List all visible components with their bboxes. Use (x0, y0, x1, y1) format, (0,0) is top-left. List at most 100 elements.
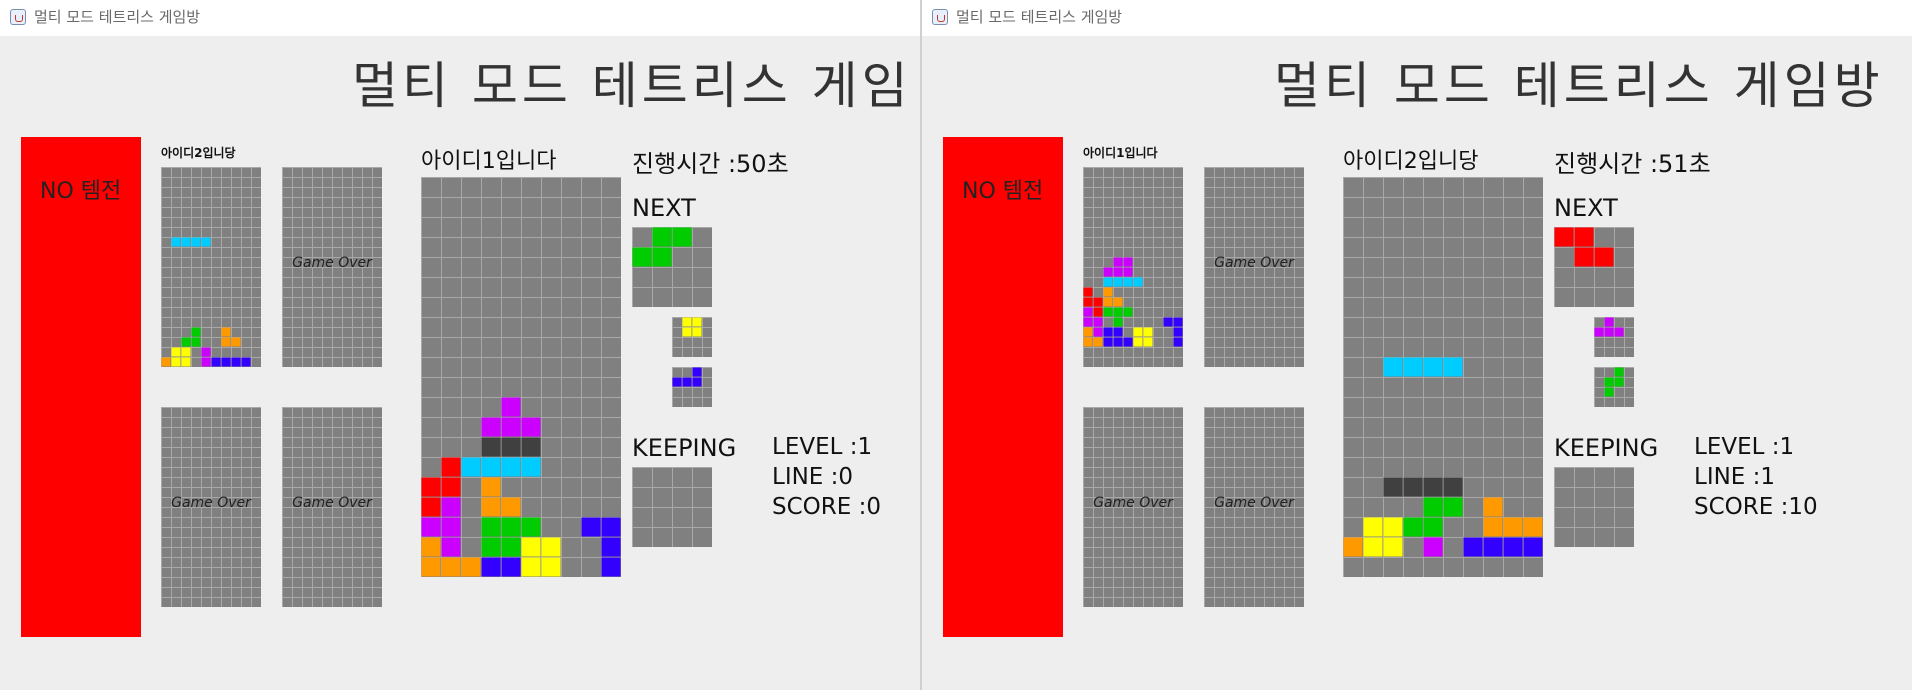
tetromino-block (181, 347, 191, 357)
tetromino-block (1103, 277, 1113, 287)
tetromino-block (1363, 517, 1383, 537)
tetromino-block (461, 457, 481, 477)
tetromino-block (1083, 307, 1093, 317)
preview-piece (1604, 367, 1624, 397)
item-mode-panel: NO 템전 (943, 137, 1063, 637)
window-title: 멀티 모드 테트리스 게임방 (34, 8, 201, 26)
title-bar[interactable]: 멀티 모드 테트리스 게임방 (922, 0, 1912, 36)
player-name: 아이디1입니다 (421, 149, 557, 174)
game-over-label: Game Over (171, 495, 251, 511)
next-piece-preview (1594, 367, 1634, 407)
tetromino-block (221, 357, 231, 367)
score-display: SCORE :0 (772, 494, 881, 520)
tetromino-block (1594, 247, 1614, 267)
tetromino-block (1574, 227, 1594, 247)
tetromino-block (1443, 477, 1463, 497)
tetromino-block (1483, 517, 1503, 537)
tetromino-block (1103, 307, 1113, 317)
preview-piece (682, 317, 702, 337)
tetromino-block (1443, 357, 1463, 377)
tetromino-block (1083, 297, 1093, 307)
java-app-icon (10, 9, 26, 25)
main-board-blocks (421, 397, 621, 577)
tetromino-block (1093, 297, 1103, 307)
tetromino-block (1143, 337, 1153, 347)
main-board-blocks (1343, 357, 1543, 557)
tetromino-block (652, 247, 672, 267)
tetromino-block (181, 357, 191, 367)
tetromino-block (1123, 337, 1133, 347)
tetromino-block (1123, 307, 1133, 317)
tetromino-block (1133, 337, 1143, 347)
tetromino-block (181, 337, 191, 347)
tetromino-block (1523, 537, 1543, 557)
opponent-board: Game Over (282, 407, 382, 607)
tetromino-block (1083, 337, 1093, 347)
tetromino-block (1614, 327, 1624, 337)
opponent-board (161, 167, 261, 367)
tetromino-block (481, 497, 501, 517)
tetromino-block (441, 497, 461, 517)
tetromino-block (1483, 497, 1503, 517)
tetromino-block (1604, 327, 1614, 337)
java-app-icon (932, 9, 948, 25)
tetromino-block (221, 337, 231, 347)
tetromino-block (501, 497, 521, 517)
opponent-board: Game Over (1204, 407, 1304, 607)
tetromino-block (481, 417, 501, 437)
tetromino-block (1503, 517, 1523, 537)
main-board[interactable] (421, 177, 621, 577)
next-label: NEXT (632, 194, 696, 222)
tetromino-block (1483, 537, 1503, 557)
tetromino-block (1604, 387, 1614, 397)
tetromino-block (421, 477, 441, 497)
tetromino-block (1343, 537, 1363, 557)
opponent-board: Game Over (282, 167, 382, 367)
tetromino-block (181, 237, 191, 247)
tetromino-block (601, 557, 621, 577)
next-piece-preview (1594, 317, 1634, 357)
tetromino-block (521, 517, 541, 537)
level-display: LEVEL :1 (772, 434, 873, 460)
tetromino-block (1173, 317, 1183, 327)
next-piece (632, 227, 692, 267)
tetromino-block (501, 397, 521, 417)
tetromino-block (1383, 477, 1403, 497)
tetromino-block (1423, 517, 1443, 537)
tetromino-block (521, 537, 541, 557)
game-over-label: Game Over (1214, 495, 1294, 511)
tetromino-block (1113, 327, 1123, 337)
tetromino-block (441, 557, 461, 577)
game-title: 멀티 모드 테트리스 게임 (352, 57, 912, 115)
tetromino-block (481, 437, 501, 457)
elapsed-time: 진행시간 :50초 (632, 150, 789, 178)
tetromino-block (1403, 517, 1423, 537)
tetromino-block (1403, 357, 1423, 377)
opponent-board: Game Over (1083, 407, 1183, 607)
title-bar[interactable]: 멀티 모드 테트리스 게임방 (0, 0, 920, 36)
tetromino-block (1123, 267, 1133, 277)
tetromino-block (1113, 267, 1123, 277)
tetromino-block (541, 557, 561, 577)
tetromino-block (481, 557, 501, 577)
tetromino-block (652, 227, 672, 247)
tetromino-block (1523, 517, 1543, 537)
tetromino-block (1614, 367, 1624, 377)
tetromino-block (1604, 317, 1614, 327)
main-board[interactable] (1343, 177, 1543, 577)
next-piece-preview (672, 367, 712, 407)
tetromino-block (421, 537, 441, 557)
tetromino-block (191, 237, 201, 247)
line-display: LINE :1 (1694, 464, 1776, 490)
tetromino-block (1423, 497, 1443, 517)
tetromino-block (1103, 287, 1113, 297)
game-over-label: Game Over (1093, 495, 1173, 511)
game-over-label: Game Over (1214, 255, 1294, 271)
tetromino-block (231, 337, 241, 347)
game-title: 멀티 모드 테트리스 게임방 (1274, 57, 1884, 115)
tetromino-block (692, 377, 702, 387)
tetromino-block (481, 517, 501, 537)
score-display: SCORE :10 (1694, 494, 1818, 520)
next-piece-box (632, 227, 712, 307)
game-over-label: Game Over (292, 255, 372, 271)
